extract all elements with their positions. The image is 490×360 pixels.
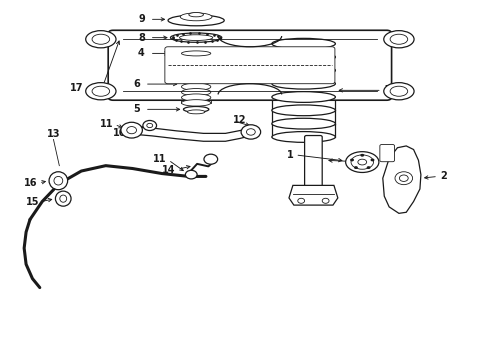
Circle shape (147, 123, 153, 128)
Ellipse shape (272, 78, 335, 89)
Ellipse shape (272, 65, 335, 76)
Text: 17: 17 (70, 83, 84, 93)
Ellipse shape (181, 94, 211, 101)
Ellipse shape (92, 34, 110, 44)
Text: 11: 11 (153, 154, 167, 164)
Ellipse shape (92, 86, 110, 96)
Circle shape (246, 129, 255, 135)
Circle shape (360, 154, 364, 157)
Ellipse shape (351, 155, 373, 169)
Ellipse shape (181, 62, 211, 68)
Circle shape (395, 172, 413, 185)
Ellipse shape (181, 51, 211, 56)
Ellipse shape (181, 78, 211, 85)
Ellipse shape (168, 15, 224, 26)
Ellipse shape (390, 86, 408, 96)
Circle shape (204, 154, 218, 164)
Ellipse shape (272, 92, 335, 102)
Ellipse shape (86, 83, 116, 100)
Ellipse shape (60, 195, 67, 202)
Ellipse shape (189, 13, 203, 17)
Ellipse shape (171, 33, 222, 42)
Ellipse shape (358, 159, 367, 165)
Text: 4: 4 (138, 48, 145, 58)
Text: 10: 10 (113, 129, 127, 138)
Ellipse shape (172, 49, 220, 58)
Ellipse shape (86, 31, 116, 48)
Text: 6: 6 (133, 79, 140, 89)
Circle shape (185, 170, 197, 179)
Ellipse shape (49, 172, 68, 190)
Ellipse shape (390, 34, 408, 44)
FancyBboxPatch shape (380, 144, 394, 162)
Circle shape (298, 198, 305, 203)
Circle shape (370, 158, 374, 161)
Circle shape (121, 122, 143, 138)
Ellipse shape (180, 13, 212, 21)
Ellipse shape (272, 39, 335, 49)
Ellipse shape (384, 83, 414, 100)
Ellipse shape (272, 132, 335, 142)
Ellipse shape (181, 89, 211, 96)
Text: 1: 1 (287, 150, 294, 160)
FancyBboxPatch shape (108, 30, 392, 100)
Text: 7: 7 (384, 85, 391, 95)
Ellipse shape (187, 110, 205, 114)
Text: 15: 15 (26, 197, 40, 207)
Text: 9: 9 (138, 14, 145, 24)
Text: 3: 3 (369, 158, 376, 168)
Ellipse shape (181, 72, 211, 80)
Circle shape (399, 175, 408, 181)
FancyBboxPatch shape (165, 47, 335, 84)
Circle shape (354, 166, 358, 169)
Circle shape (127, 127, 137, 134)
Text: 11: 11 (99, 120, 113, 129)
Ellipse shape (181, 100, 211, 106)
Text: 14: 14 (162, 165, 175, 175)
Ellipse shape (272, 118, 335, 129)
Ellipse shape (183, 107, 209, 112)
Ellipse shape (345, 152, 379, 172)
Text: 12: 12 (233, 115, 246, 125)
Circle shape (322, 198, 329, 203)
Polygon shape (383, 146, 421, 213)
Ellipse shape (181, 67, 211, 74)
Polygon shape (132, 126, 250, 141)
Ellipse shape (384, 31, 414, 48)
Ellipse shape (55, 191, 71, 206)
Ellipse shape (272, 105, 335, 116)
Ellipse shape (181, 83, 211, 90)
Circle shape (350, 158, 354, 161)
Ellipse shape (272, 52, 335, 62)
FancyBboxPatch shape (305, 135, 322, 192)
Text: 2: 2 (441, 171, 447, 181)
Circle shape (367, 166, 370, 169)
Text: 5: 5 (133, 104, 140, 114)
Circle shape (143, 121, 157, 131)
Circle shape (241, 125, 261, 139)
Ellipse shape (179, 35, 213, 41)
Text: 13: 13 (47, 129, 60, 139)
Polygon shape (289, 185, 338, 205)
Ellipse shape (54, 176, 63, 185)
Text: 16: 16 (24, 178, 37, 188)
Text: 8: 8 (138, 33, 145, 42)
